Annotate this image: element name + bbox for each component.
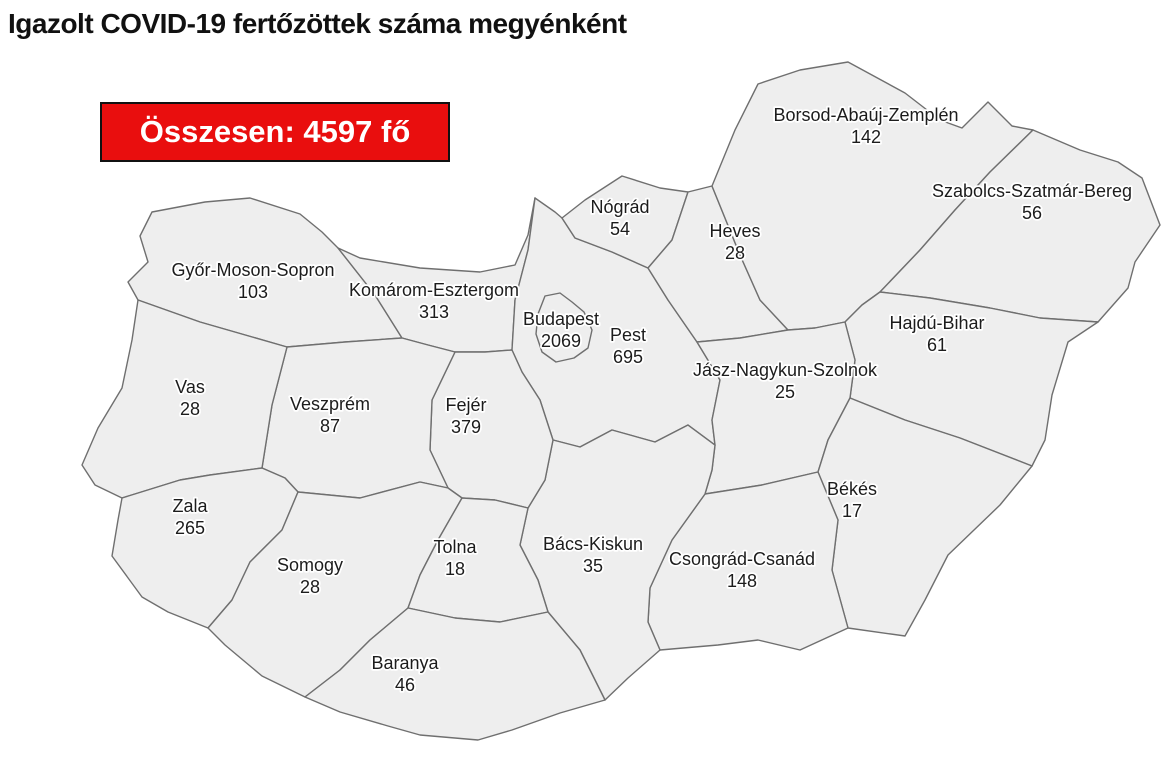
total-cases-box: Összesen: 4597 fő <box>100 102 450 162</box>
county-value-veszprem: 87 <box>320 416 340 436</box>
county-value-heves: 28 <box>725 243 745 263</box>
county-value-somogy: 28 <box>300 577 320 597</box>
county-label-baranya: Baranya <box>371 653 439 673</box>
county-veszprem <box>261 337 456 499</box>
county-value-baranya: 46 <box>395 675 415 695</box>
county-label-bekes: Békés <box>827 479 877 499</box>
county-value-szabolcs-szatmar-bereg: 56 <box>1022 203 1042 223</box>
county-label-csongrad-csanad: Csongrád-Csanád <box>669 549 815 569</box>
county-label-hajdu-bihar: Hajdú-Bihar <box>889 313 984 333</box>
county-value-borsod-abauj-zemplen: 142 <box>851 127 881 147</box>
county-baranya <box>304 607 606 741</box>
county-value-komarom-esztergom: 313 <box>419 302 449 322</box>
county-label-budapest: Budapest <box>523 309 599 329</box>
county-label-vas: Vas <box>175 377 205 397</box>
county-labels: Győr-Moson-Sopron 103 Komárom-Esztergom … <box>170 103 1134 697</box>
county-label-veszprem: Veszprém <box>290 394 370 414</box>
county-value-zala: 265 <box>175 518 205 538</box>
county-value-bekes: 17 <box>842 501 862 521</box>
page-title: Igazolt COVID-19 fertőzöttek száma megyé… <box>8 8 627 39</box>
county-label-zala: Zala <box>172 496 208 516</box>
county-label-pest: Pest <box>610 325 646 345</box>
county-value-hajdu-bihar: 61 <box>927 335 947 355</box>
county-label-tolna: Tolna <box>433 537 477 557</box>
county-label-heves: Heves <box>709 221 760 241</box>
county-budapest <box>535 292 593 363</box>
county-label-szabolcs-szatmar-bereg: Szabolcs-Szatmár-Bereg <box>932 181 1132 201</box>
county-label-nograd: Nógrád <box>590 197 649 217</box>
county-label-borsod-abauj-zemplen: Borsod-Abaúj-Zemplén <box>773 105 958 125</box>
county-shapes <box>81 61 1161 741</box>
county-label-somogy: Somogy <box>277 555 343 575</box>
county-label-komarom-esztergom: Komárom-Esztergom <box>349 280 519 300</box>
county-label-jasz-nagykun-szolnok: Jász-Nagykun-Szolnok <box>693 360 878 380</box>
county-value-jasz-nagykun-szolnok: 25 <box>775 382 795 402</box>
county-value-bacs-kiskun: 35 <box>583 556 603 576</box>
county-value-vas: 28 <box>180 399 200 419</box>
county-value-pest: 695 <box>613 347 643 367</box>
county-label-gyor-moson-sopron: Győr-Moson-Sopron <box>171 260 334 280</box>
county-value-budapest: 2069 <box>541 331 581 351</box>
county-value-csongrad-csanad: 148 <box>727 571 757 591</box>
county-label-bacs-kiskun: Bács-Kiskun <box>543 534 643 554</box>
county-value-fejer: 379 <box>451 417 481 437</box>
county-value-gyor-moson-sopron: 103 <box>238 282 268 302</box>
total-cases-label: Összesen: 4597 fő <box>139 114 411 149</box>
county-label-fejer: Fejér <box>445 395 486 415</box>
county-value-tolna: 18 <box>445 559 465 579</box>
county-value-nograd: 54 <box>610 219 630 239</box>
